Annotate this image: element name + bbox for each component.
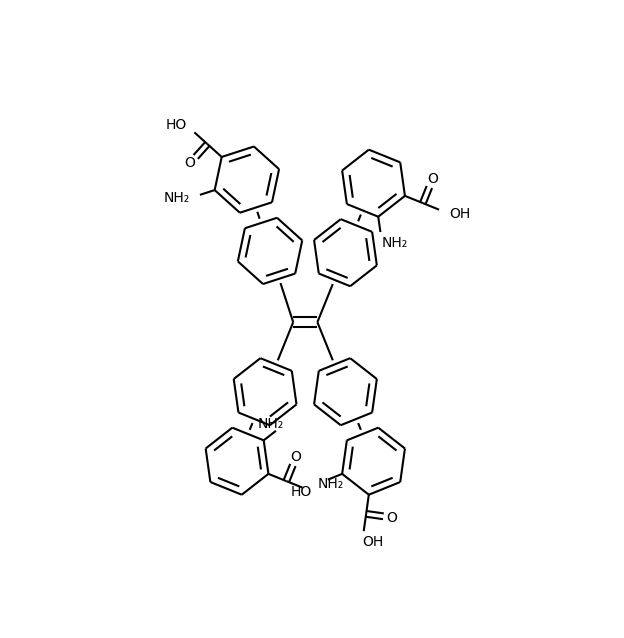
Text: O: O	[291, 450, 301, 464]
Text: HO: HO	[165, 118, 187, 132]
Text: NH₂: NH₂	[318, 477, 344, 491]
Text: HO: HO	[291, 485, 313, 499]
Text: O: O	[427, 172, 438, 186]
Text: NH₂: NH₂	[382, 235, 408, 249]
Text: O: O	[185, 156, 195, 170]
Text: NH₂: NH₂	[258, 417, 285, 431]
Text: O: O	[386, 510, 397, 524]
Text: NH₂: NH₂	[163, 191, 190, 205]
Text: OH: OH	[363, 535, 384, 549]
Text: OH: OH	[449, 207, 470, 221]
